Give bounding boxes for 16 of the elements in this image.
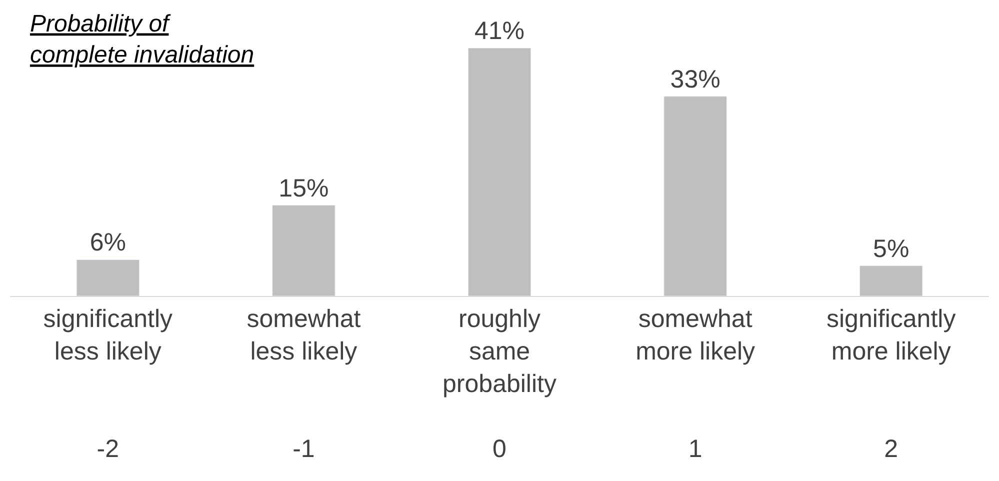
- category-label: significantly less likely -2: [43, 305, 173, 463]
- bar: [664, 96, 727, 296]
- data-label: 33%: [670, 65, 720, 94]
- category-label: significantly more likely 2: [826, 305, 956, 463]
- data-label: 5%: [873, 234, 910, 263]
- bar: [860, 266, 923, 296]
- category-label: somewhat more likely 1: [636, 305, 756, 463]
- data-label: 15%: [278, 174, 329, 202]
- data-label: 41%: [474, 17, 525, 45]
- category-label: roughly same probability 0: [442, 305, 556, 463]
- bar: [468, 48, 532, 296]
- category-label: somewhat less likely -1: [246, 305, 361, 463]
- data-label: 6%: [90, 228, 126, 257]
- chart-title: Probability of complete invalidation: [30, 10, 254, 68]
- bar: [76, 259, 140, 296]
- bar: [272, 205, 336, 296]
